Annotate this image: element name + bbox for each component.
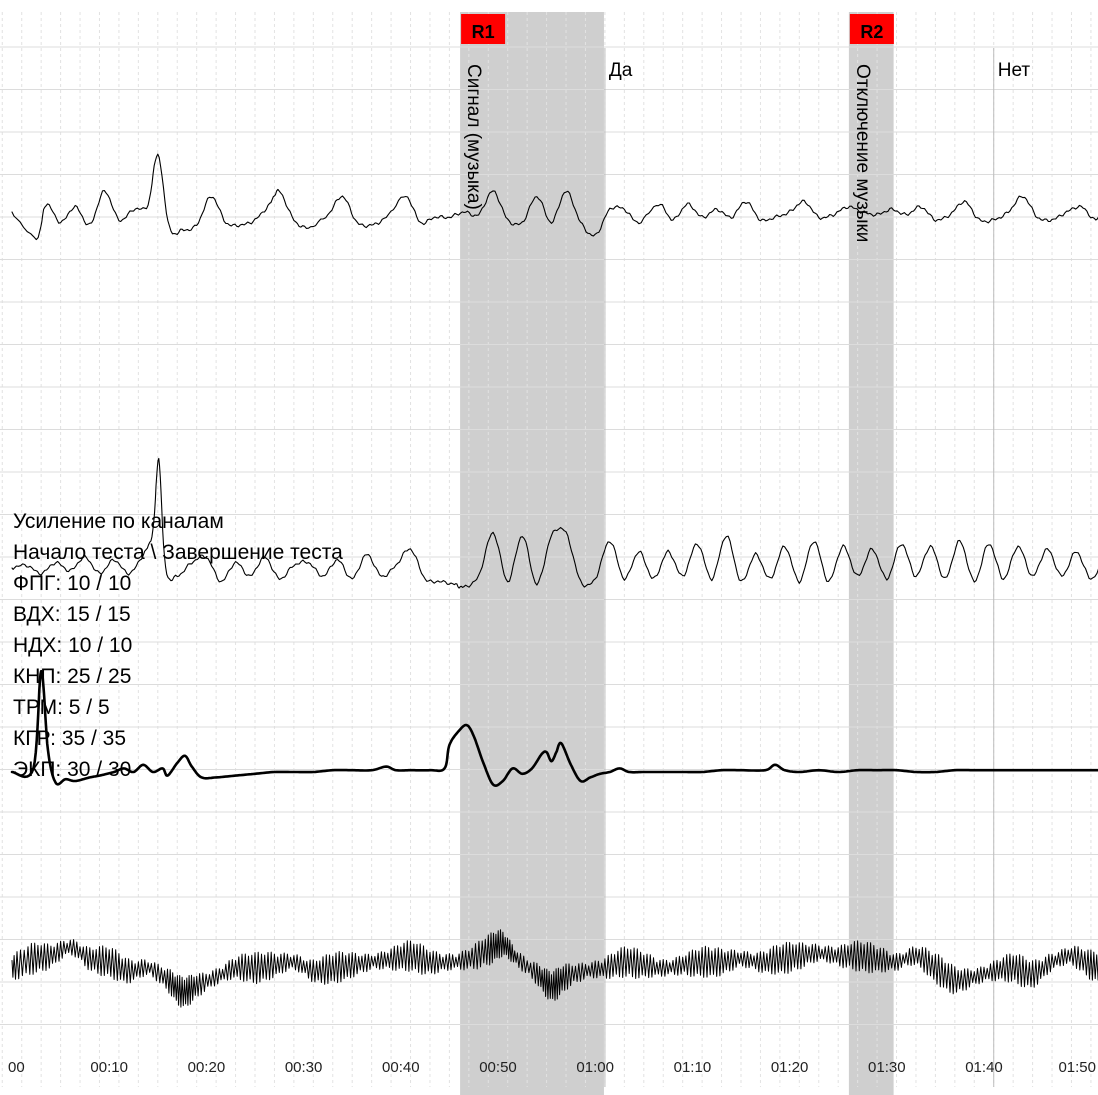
x-tick-label: 01:30 xyxy=(868,1059,906,1076)
series-line-4 xyxy=(11,929,1098,1008)
gain-legend-subheading: Начало теста \ Завершение теста xyxy=(13,541,343,564)
series-line-3 xyxy=(10,669,1098,787)
gain-legend-channel-5: ТРМ: 5 / 5 xyxy=(13,696,110,719)
gain-legend-heading: Усиление по каналам xyxy=(13,510,224,533)
gain-legend: Усиление по каналам Начало теста \ Заверш… xyxy=(13,510,343,781)
x-tick-label: 01:20 xyxy=(771,1059,809,1076)
x-tick-labels: 00 00:10 00:20 00:30 00:40 00:50 01:00 01:10 01:… xyxy=(8,1059,1096,1076)
gain-legend-channel-7: ЭКП: 30 / 30 xyxy=(13,758,131,781)
grid xyxy=(0,12,1098,1087)
annotation-label-1: Да xyxy=(609,60,633,81)
x-tick-label: 00:20 xyxy=(188,1059,226,1076)
series-line-1 xyxy=(11,153,1098,241)
marker-tag-label: R2 xyxy=(860,22,883,42)
x-tick-label: 00:40 xyxy=(382,1059,420,1076)
annotations: R1 Сигнал (музыка) R2 Отключение музыки Да Не… xyxy=(461,14,1030,242)
series-line-2 xyxy=(11,457,1098,589)
marker-label-r1: Сигнал (музыка) xyxy=(463,64,484,210)
x-tick-label: 01:10 xyxy=(674,1059,712,1076)
x-tick-label: 01:40 xyxy=(965,1059,1003,1076)
gain-legend-channel-2: ВДХ: 15 / 15 xyxy=(13,603,131,626)
gain-legend-channel-6: КГР: 35 / 35 xyxy=(13,727,126,750)
marker-band-r2 xyxy=(848,12,894,1095)
x-tick-label: 00:50 xyxy=(479,1059,517,1076)
x-tick-label: 01:00 xyxy=(576,1059,614,1076)
marker-tag-r2[interactable] xyxy=(849,14,894,44)
x-tick-label: 00:30 xyxy=(285,1059,323,1076)
series-group xyxy=(10,153,1098,1008)
marker-band-r1 xyxy=(460,12,604,1095)
marker-label-r2: Отключение музыки xyxy=(852,64,873,242)
annotation-label-2: Нет xyxy=(998,60,1031,81)
x-tick-label: 00 xyxy=(8,1059,25,1076)
gain-legend-channel-3: НДХ: 10 / 10 xyxy=(13,634,132,657)
marker-bands xyxy=(460,12,894,1095)
gain-legend-channel-1: ФПГ: 10 / 10 xyxy=(13,572,131,595)
gain-legend-channel-4: КНП: 25 / 25 xyxy=(13,665,131,688)
x-tick-label: 01:50 xyxy=(1058,1059,1096,1076)
marker-tag-label: R1 xyxy=(472,22,495,42)
marker-tag-r1[interactable] xyxy=(461,14,506,44)
x-tick-label: 00:10 xyxy=(90,1059,128,1076)
